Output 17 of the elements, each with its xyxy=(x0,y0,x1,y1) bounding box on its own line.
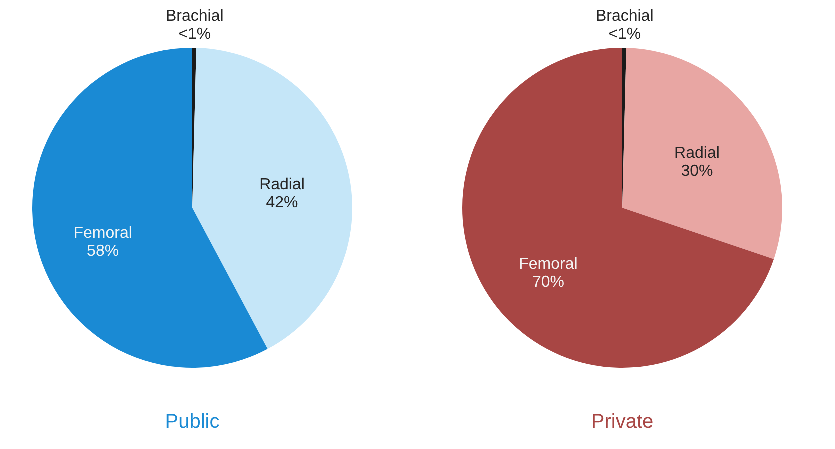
slice-label: Radial xyxy=(674,144,720,162)
data-label: 30% xyxy=(681,162,714,180)
data-label: 58% xyxy=(87,242,120,260)
data-label: <1% xyxy=(608,26,642,44)
pie-slice xyxy=(622,48,782,260)
text: Private xyxy=(591,411,654,433)
slice-label: Radial xyxy=(260,176,305,194)
data-label: 70% xyxy=(532,274,564,291)
data-label: <1% xyxy=(178,26,212,44)
pie-slice xyxy=(462,48,774,368)
data-label: 42% xyxy=(266,194,298,212)
text: Public xyxy=(165,411,220,433)
slice-label: Brachial xyxy=(596,8,654,26)
slice-label: Femoral xyxy=(74,224,132,242)
slice-label: Brachial xyxy=(166,8,224,26)
slice-label: Femoral xyxy=(519,256,578,273)
pie-slice xyxy=(192,48,352,350)
